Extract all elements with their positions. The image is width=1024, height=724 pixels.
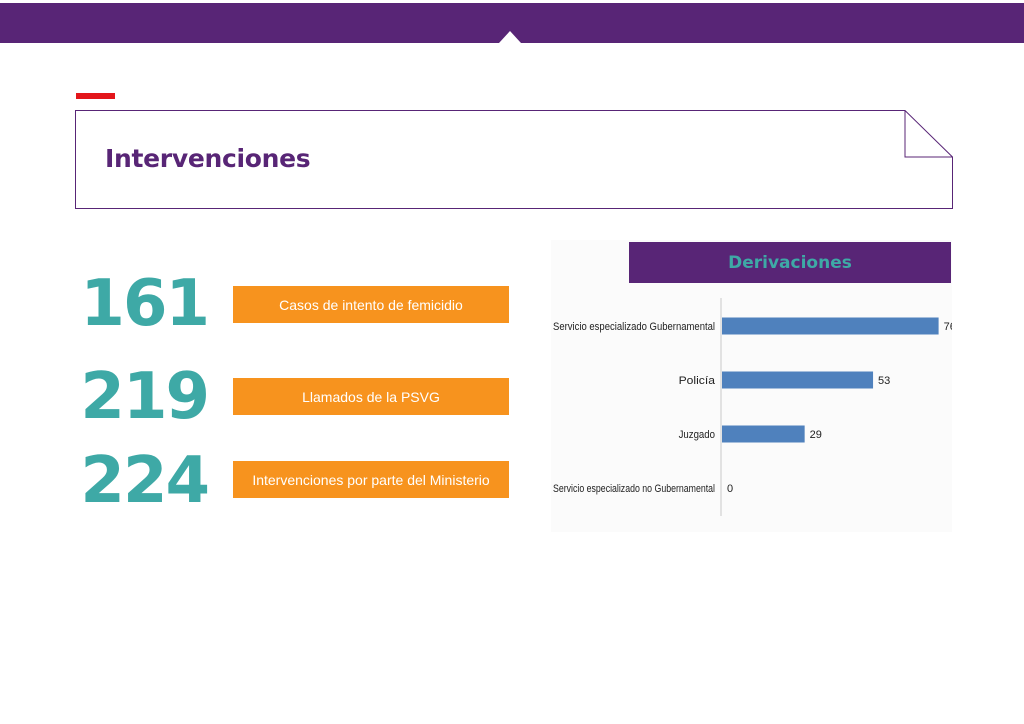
stat-number-1: 161 [80,267,210,341]
stat-number-3: 224 [80,444,210,518]
derivaciones-bar-chart: Servicio especializado Gubernamental 76 Po… [553,298,952,516]
bar [722,371,874,389]
data-label: 29 [810,429,822,441]
stat-number-2: 219 [80,360,210,434]
title-box: Intervenciones [75,110,953,209]
stat-label-2: Llamados de la PSVG [233,378,509,415]
chart-title: Derivaciones [629,242,951,283]
category-label: Servicio especializado no Gubernamental [553,483,715,495]
data-label: 0 [727,483,733,495]
red-accent-line [76,93,115,99]
data-label: 76 [944,321,952,333]
data-label: 53 [878,375,890,387]
bar [722,425,805,443]
bar [722,317,939,335]
stat-label-3: Intervenciones por parte del Ministerio [233,461,509,498]
title-box-frame [75,110,953,209]
top-bar-notch [499,31,521,43]
stat-label-1: Casos de intento de femicidio [233,286,509,323]
category-label: Servicio especializado Gubernamental [553,321,715,333]
page-title: Intervenciones [105,144,311,173]
category-label: Juzgado [679,429,715,441]
category-label: Policía [679,375,716,387]
